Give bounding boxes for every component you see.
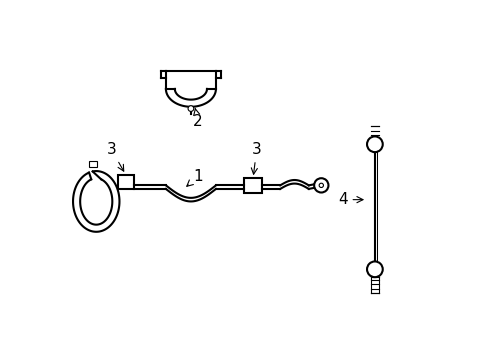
Circle shape <box>366 136 382 152</box>
Text: 3: 3 <box>106 142 123 171</box>
Circle shape <box>366 261 382 277</box>
Text: 2: 2 <box>193 108 203 129</box>
Text: 4: 4 <box>337 192 362 207</box>
Bar <box>88 161 97 167</box>
Circle shape <box>313 178 328 193</box>
Text: 1: 1 <box>186 169 203 186</box>
FancyBboxPatch shape <box>244 178 261 193</box>
FancyBboxPatch shape <box>118 175 134 189</box>
Text: 3: 3 <box>251 142 261 174</box>
Circle shape <box>319 183 323 188</box>
Circle shape <box>188 106 193 111</box>
